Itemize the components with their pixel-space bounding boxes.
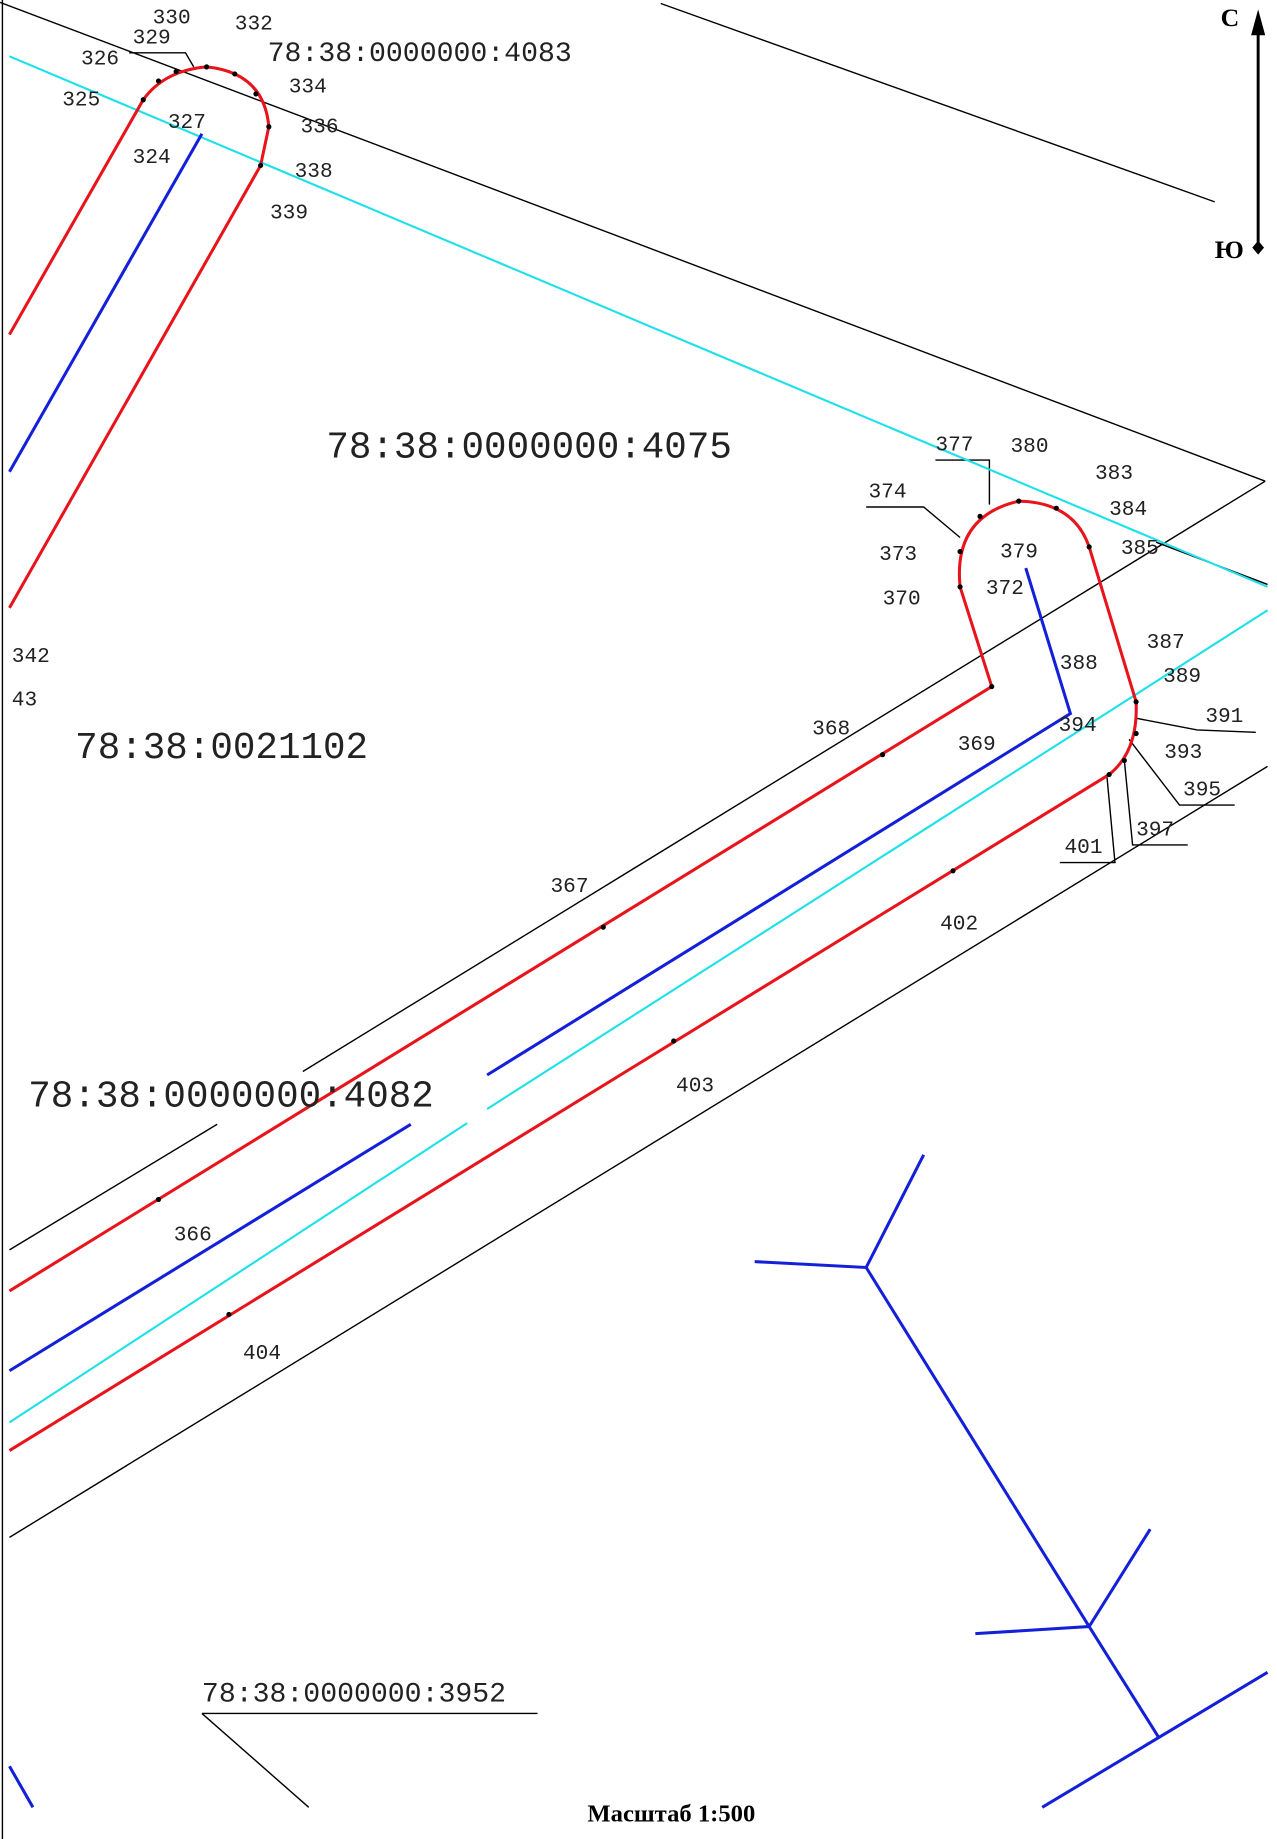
point-label: 372 [986, 577, 1024, 601]
point-label: 332 [235, 12, 273, 36]
point-label: 387 [1147, 631, 1185, 655]
parcel-label: 78:38:0000000:4075 [326, 428, 732, 470]
parcel-label: 78:38:0021102 [75, 728, 368, 770]
point-label: 373 [879, 543, 917, 567]
north-label: С [1221, 3, 1240, 32]
point-label: 336 [301, 116, 339, 140]
point-label: 404 [243, 1342, 281, 1366]
boundaries [0, 1, 1268, 1808]
point-label: 366 [174, 1223, 212, 1247]
blue-lines [8, 133, 1269, 1809]
leaders [129, 52, 1256, 864]
parcel-label: 78:38:0000000:3952 [202, 1680, 506, 1711]
parcel-labels: 78:38:0000000:4083 78:38:0000000:4075 78… [28, 39, 732, 1711]
point-label: 339 [270, 201, 308, 225]
point-label: 394 [1059, 714, 1097, 738]
point-label: 370 [883, 587, 921, 611]
point-label: 329 [133, 26, 171, 50]
point-label: 330 [153, 6, 191, 30]
scale-label: Масштаб 1:500 [587, 1800, 755, 1827]
point-label: 43 [12, 688, 37, 712]
point-label: 326 [81, 48, 119, 72]
parcel-label: 78:38:0000000:4082 [28, 1077, 434, 1119]
point-label: 368 [812, 718, 850, 742]
point-label: 380 [1011, 435, 1049, 459]
south-label: Ю [1215, 235, 1244, 264]
point-label: 402 [940, 912, 978, 936]
point-label: 385 [1121, 537, 1159, 561]
vertices [140, 64, 1139, 1317]
point-label: 338 [295, 160, 333, 184]
point-label: 389 [1163, 665, 1201, 689]
point-label: 324 [133, 146, 171, 170]
parcel-label: 78:38:0000000:4083 [268, 39, 572, 70]
point-label: 391 [1205, 705, 1243, 729]
point-label: 327 [168, 111, 206, 135]
point-label: 384 [1109, 498, 1147, 522]
point-label: 367 [550, 875, 588, 899]
point-label: 369 [958, 733, 996, 757]
point-label: 379 [1000, 540, 1038, 564]
point-label: 393 [1164, 741, 1202, 765]
point-label: 401 [1065, 836, 1103, 860]
point-label: 383 [1095, 462, 1133, 486]
point-label: 334 [289, 76, 327, 100]
point-label: 342 [12, 645, 50, 669]
point-label: 377 [935, 434, 973, 458]
point-label: 403 [676, 1074, 714, 1098]
point-label: 388 [1060, 652, 1098, 676]
point-label: 397 [1136, 819, 1174, 843]
cyan-lines [8, 55, 1269, 1424]
point-label: 325 [62, 89, 100, 113]
point-label: 374 [869, 481, 907, 505]
point-label: 395 [1183, 779, 1221, 803]
